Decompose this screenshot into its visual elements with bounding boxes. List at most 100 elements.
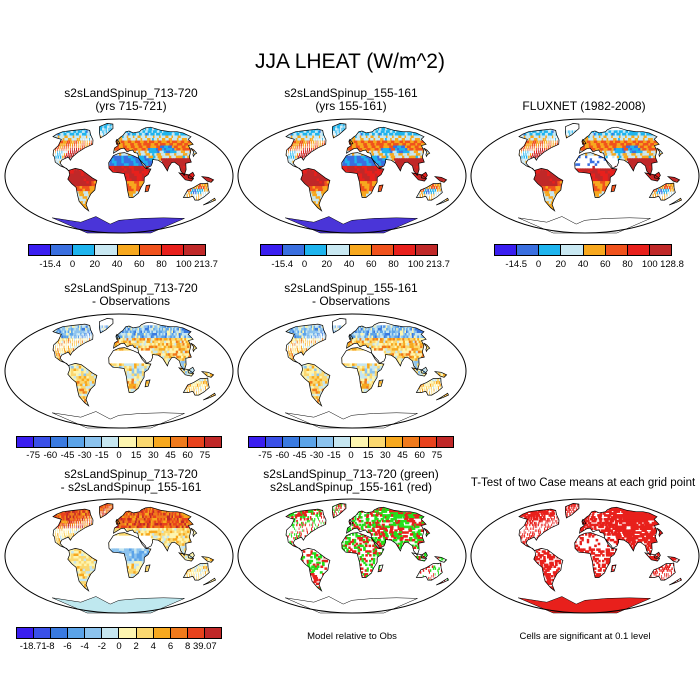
grid-cell bbox=[200, 186, 203, 190]
grid-cell bbox=[349, 160, 353, 164]
grid-cell bbox=[403, 158, 408, 162]
grid-cell bbox=[124, 176, 128, 180]
grid-cell bbox=[171, 155, 176, 159]
grid-cell bbox=[355, 145, 359, 149]
grid-cell bbox=[418, 160, 424, 164]
grid-cell bbox=[102, 127, 104, 131]
grid-cell bbox=[135, 143, 140, 147]
grid-cell bbox=[320, 138, 322, 142]
grid-cell bbox=[322, 143, 324, 147]
grid-cell bbox=[119, 158, 122, 162]
grid-cell bbox=[294, 140, 297, 144]
grid-cell bbox=[315, 132, 317, 136]
grid-cell bbox=[147, 158, 151, 162]
grid-cell bbox=[117, 143, 120, 147]
grid-cell bbox=[100, 127, 102, 131]
grid-cell bbox=[138, 165, 142, 169]
grid-cell bbox=[123, 135, 127, 139]
grid-cell bbox=[139, 181, 142, 185]
grid-cell bbox=[73, 176, 77, 180]
grid-cell bbox=[68, 173, 72, 177]
grid-cell bbox=[88, 178, 92, 182]
grid-cell bbox=[358, 155, 362, 159]
grid-cell bbox=[134, 183, 137, 187]
grid-cell bbox=[305, 132, 309, 136]
grid-cell bbox=[60, 138, 64, 142]
grid-cell bbox=[84, 183, 88, 187]
grid-cell bbox=[136, 145, 140, 149]
grid-cell bbox=[339, 123, 341, 126]
grid-cell bbox=[181, 132, 189, 136]
grid-cell bbox=[379, 168, 383, 172]
grid-cell bbox=[79, 145, 81, 149]
grid-cell bbox=[111, 165, 115, 169]
grid-cell bbox=[294, 148, 296, 152]
grid-cell bbox=[119, 143, 122, 147]
grid-cell bbox=[142, 158, 146, 162]
grid-cell bbox=[136, 176, 140, 180]
grid-cell bbox=[350, 148, 353, 152]
grid-cell bbox=[304, 145, 306, 149]
grid-cell bbox=[88, 176, 92, 180]
grid-cell bbox=[85, 140, 87, 144]
grid-cell bbox=[371, 153, 376, 157]
grid-cell bbox=[149, 148, 154, 152]
grid-cell bbox=[353, 135, 356, 139]
grid-cell bbox=[146, 186, 149, 190]
grid-cell bbox=[128, 138, 132, 142]
grid-cell bbox=[414, 132, 422, 136]
grid-cell bbox=[147, 160, 152, 164]
grid-cell bbox=[416, 160, 421, 164]
grid-cell bbox=[63, 153, 66, 157]
grid-cell bbox=[313, 132, 316, 136]
grid-cell bbox=[163, 158, 168, 162]
grid-cell bbox=[419, 158, 425, 162]
grid-cell bbox=[131, 188, 134, 192]
grid-cell bbox=[74, 168, 77, 172]
grid-cell bbox=[203, 183, 206, 187]
grid-cell bbox=[391, 153, 396, 157]
grid-cell bbox=[103, 125, 105, 129]
grid-cell bbox=[378, 160, 382, 164]
grid-cell bbox=[380, 153, 385, 157]
grid-cell bbox=[369, 145, 373, 149]
grid-cell bbox=[136, 163, 140, 167]
grid-cell bbox=[119, 170, 123, 174]
grid-cell bbox=[136, 165, 140, 169]
map-background bbox=[238, 119, 466, 233]
grid-cell bbox=[177, 163, 182, 167]
grid-cell bbox=[316, 132, 319, 136]
grid-cell bbox=[131, 140, 135, 144]
grid-cell bbox=[145, 163, 150, 167]
grid-cell bbox=[89, 188, 94, 192]
grid-cell bbox=[357, 168, 361, 172]
panel-3-title: FLUXNET (1982-2008) bbox=[468, 100, 700, 113]
grid-cell bbox=[182, 158, 187, 162]
grid-cell bbox=[333, 135, 335, 139]
grid-cell bbox=[123, 155, 127, 159]
grid-cell bbox=[83, 173, 87, 177]
grid-cell bbox=[141, 181, 145, 185]
grid-cell bbox=[145, 160, 149, 164]
grid-cell bbox=[309, 135, 311, 139]
grid-cell bbox=[110, 127, 112, 131]
grid-cell bbox=[139, 143, 144, 147]
grid-cell bbox=[412, 158, 417, 162]
grid-cell bbox=[375, 145, 380, 149]
coastline-borneo bbox=[187, 171, 195, 179]
grid-cell bbox=[70, 150, 72, 154]
grid-cell bbox=[314, 130, 318, 134]
grid-cell bbox=[78, 178, 82, 182]
grid-cell bbox=[73, 145, 75, 149]
grid-cell bbox=[353, 143, 357, 147]
grid-cell bbox=[148, 163, 152, 167]
grid-cell bbox=[82, 186, 86, 190]
grid-cell bbox=[173, 160, 178, 164]
grid-cell bbox=[122, 145, 126, 149]
coastline-uk bbox=[115, 138, 121, 145]
grid-cell bbox=[131, 178, 135, 182]
grid-cell bbox=[69, 135, 72, 139]
grid-cell bbox=[112, 155, 115, 159]
grid-cell bbox=[358, 138, 362, 142]
grid-cell bbox=[313, 130, 317, 134]
